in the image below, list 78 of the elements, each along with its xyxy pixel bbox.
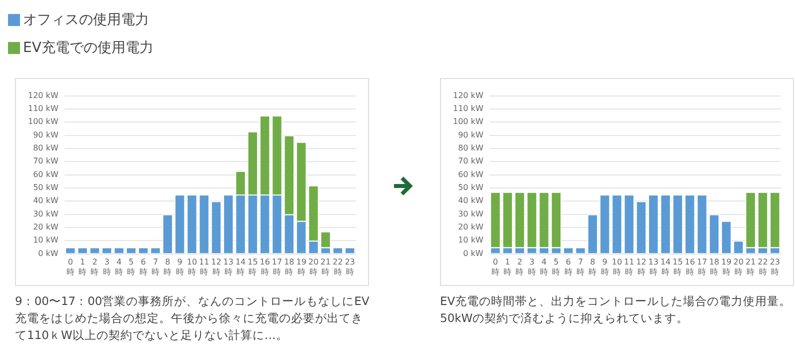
x-tick-label: 5時 xyxy=(552,258,560,276)
x-tick-label: 16時 xyxy=(684,258,695,276)
text: EV充電の時間帯と、出力をコントロールした場合の電力使用量。50kWの契約で済むように抑えられています。 xyxy=(440,293,792,327)
text: 9：00〜17：00営業の事務所が、なんのコントロールもなしにEV充電をはじめた場合の想定。午後から徐々に充電の必要が出てきて110ｋW以上の契約でないと足りない計算に…。 xyxy=(15,293,370,344)
x-tick-label: 12時 xyxy=(211,258,222,276)
x-tick-label: 17時 xyxy=(272,258,282,276)
x-tick-label: 4時 xyxy=(115,258,124,276)
x-tick-label: 5時 xyxy=(127,258,136,276)
y-tick-label: 110 kW xyxy=(28,104,58,114)
x-tick-label: 1時 xyxy=(504,258,512,276)
x-tick-label: 14時 xyxy=(660,258,671,276)
y-tick-label: 40 kW xyxy=(458,196,484,206)
x-tick-label: 20時 xyxy=(733,258,744,276)
x-tick-label: 0時 xyxy=(491,258,500,276)
y-tick-label: 120 kW xyxy=(28,90,58,100)
x-tick-label: 3時 xyxy=(528,258,536,276)
x-tick-label: 23時 xyxy=(770,258,780,276)
y-tick-label: 100 kW xyxy=(28,117,58,126)
y-tick-label: 40 kW xyxy=(33,196,58,206)
x-tick-label: 20時 xyxy=(308,258,319,276)
x-tick-label: 10時 xyxy=(186,258,198,276)
x-tick-label: 8時 xyxy=(588,258,597,276)
x-tick-label: 22時 xyxy=(332,258,343,276)
y-tick-label: 110 kW xyxy=(452,104,484,114)
x-tick-label: 11時 xyxy=(624,258,634,276)
x-tick-label: 4時 xyxy=(540,258,548,276)
y-tick-label: 120 kW xyxy=(452,90,484,100)
y-tick-label: 50 kW xyxy=(33,183,58,192)
x-tick-label: 7時 xyxy=(576,258,584,276)
x-tick-label: 7時 xyxy=(151,258,160,276)
legend-label: オフィスの使用電力 xyxy=(23,11,149,29)
y-tick-label: 30 kW xyxy=(458,209,484,218)
x-tick-label: 21時 xyxy=(746,258,756,276)
x-tick-label: 21時 xyxy=(320,258,331,276)
y-tick-label: 50 kW xyxy=(458,183,484,192)
y-tick-label: 0 kW xyxy=(38,248,58,258)
y-tick-label: 0 kW xyxy=(463,248,484,258)
x-tick-label: 2時 xyxy=(90,258,99,276)
y-tick-label: 70 kW xyxy=(33,156,58,166)
x-tick-label: 8時 xyxy=(164,258,172,276)
x-tick-label: 15時 xyxy=(672,258,683,276)
x-tick-label: 15時 xyxy=(248,258,258,276)
x-tick-label: 10時 xyxy=(612,258,622,276)
y-tick-label: 80 kW xyxy=(458,144,484,153)
x-tick-label: 13時 xyxy=(223,258,234,276)
x-tick-label: 0時 xyxy=(66,258,74,276)
y-tick-label: 100 kW xyxy=(452,117,484,126)
x-tick-label: 19時 xyxy=(721,258,732,276)
y-tick-label: 60 kW xyxy=(458,170,484,179)
y-tick-label: 60 kW xyxy=(33,170,58,179)
x-tick-label: 13時 xyxy=(648,258,658,276)
x-tick-label: 19時 xyxy=(296,258,306,276)
y-tick-label: 10 kW xyxy=(458,236,484,245)
y-tick-label: 90 kW xyxy=(33,130,58,140)
x-tick-label: 18時 xyxy=(284,258,294,276)
x-tick-label: 6時 xyxy=(139,258,148,276)
x-tick-label: 1時 xyxy=(78,258,87,276)
x-tick-label: 23時 xyxy=(344,258,356,276)
y-tick-label: 80 kW xyxy=(33,144,58,153)
x-tick-label: 22時 xyxy=(758,258,768,276)
x-tick-label: 17時 xyxy=(696,258,708,276)
x-tick-label: 3時 xyxy=(102,258,111,276)
y-tick-label: 10 kW xyxy=(33,236,58,245)
y-tick-label: 90 kW xyxy=(458,130,484,140)
y-tick-label: 30 kW xyxy=(33,209,58,218)
x-tick-label: 9時 xyxy=(176,258,184,276)
x-tick-label: 9時 xyxy=(600,258,609,276)
x-tick-label: 11時 xyxy=(199,258,210,276)
x-tick-label: 6時 xyxy=(564,258,572,276)
legend-label: EV充電での使用電力 xyxy=(23,39,154,57)
x-tick-label: 2時 xyxy=(516,258,524,276)
y-tick-label: 20 kW xyxy=(458,222,484,232)
y-tick-label: 20 kW xyxy=(33,222,58,232)
x-tick-label: 16時 xyxy=(260,258,270,276)
x-tick-label: 12時 xyxy=(636,258,646,276)
x-tick-label: 18時 xyxy=(709,258,720,276)
y-tick-label: 70 kW xyxy=(458,156,484,166)
x-tick-label: 14時 xyxy=(235,258,246,276)
